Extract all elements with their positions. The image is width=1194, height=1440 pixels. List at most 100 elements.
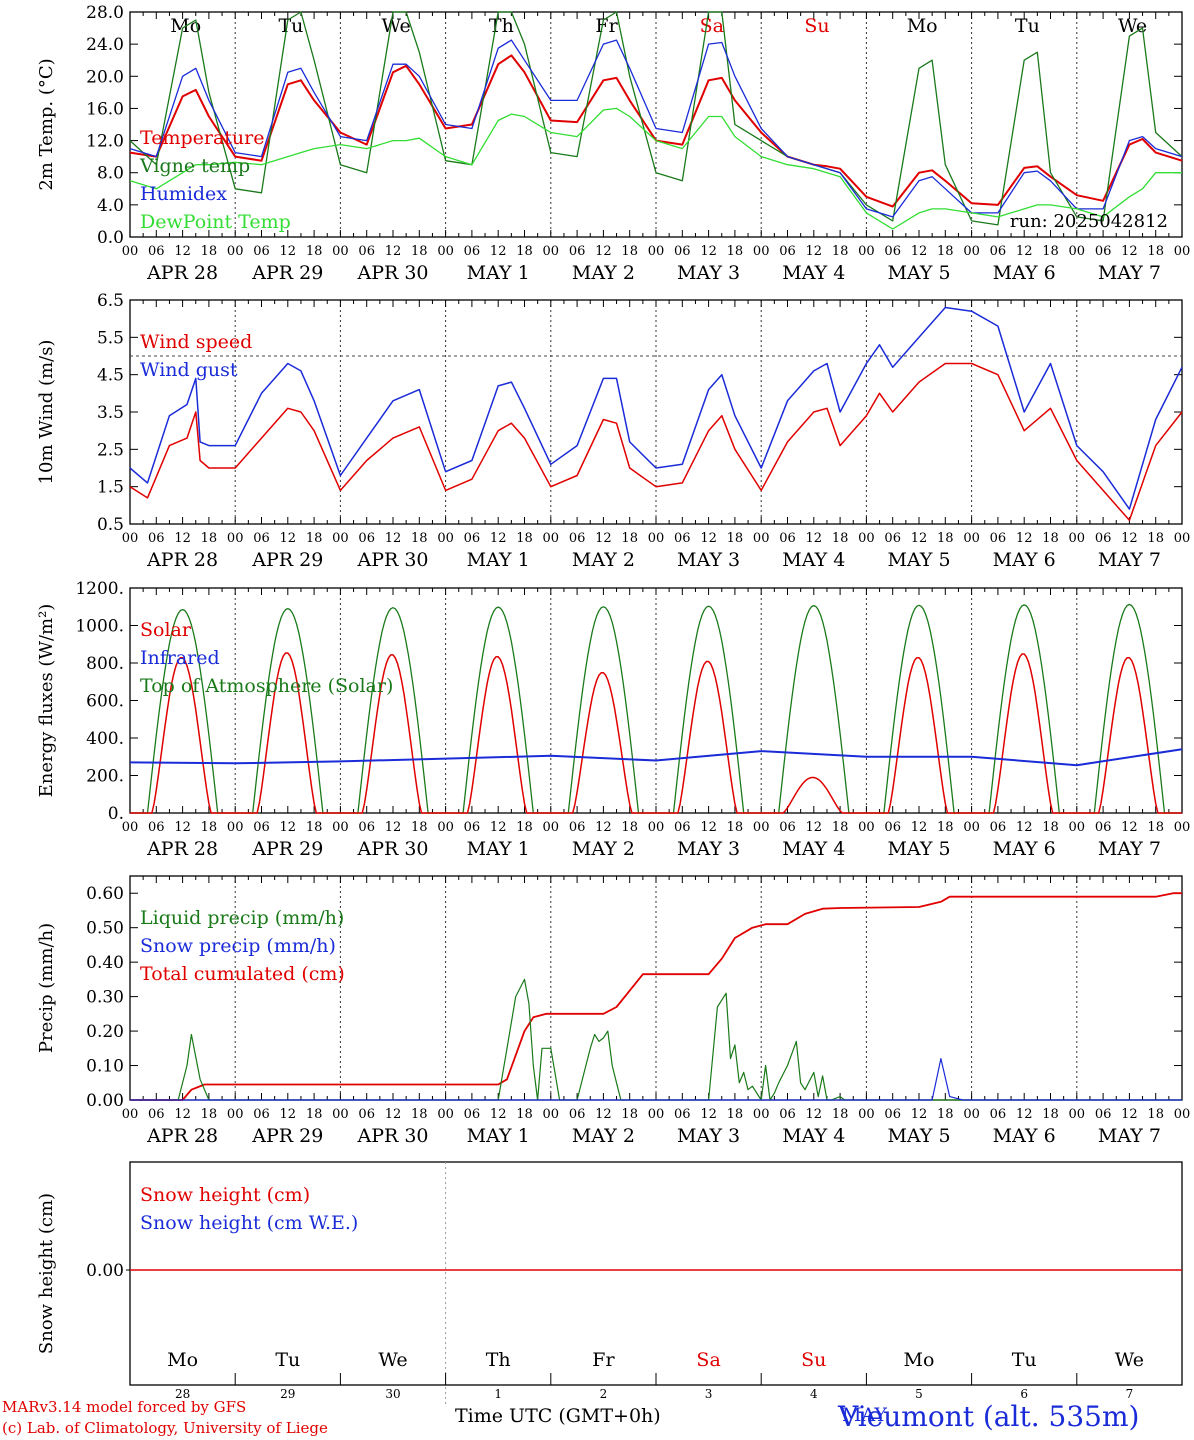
temperature-date-label: APR 29 — [251, 262, 323, 284]
month-label: MAY — [842, 1404, 887, 1426]
temperature-legend-2: Humidex — [140, 183, 227, 205]
temperature-date-label: MAY 4 — [782, 262, 845, 284]
x-axis-title: Time UTC (GMT+0h) — [455, 1405, 661, 1427]
energy-legend-2: Top of Atmosphere (Solar) — [140, 675, 393, 697]
energy-hour-label: 00 — [122, 820, 139, 835]
precip-hour-label: 18 — [937, 1107, 954, 1122]
energy-hour-label: 12 — [595, 820, 612, 835]
wind-hour-label: 06 — [569, 531, 586, 546]
energy-date-label: APR 30 — [356, 838, 428, 860]
wind-hour-label: 12 — [490, 531, 507, 546]
temperature-date-label: MAY 2 — [572, 262, 635, 284]
temperature-hour-label: 06 — [358, 244, 375, 259]
energy-hour-label: 18 — [937, 820, 954, 835]
precip-ytick-label: 0.00 — [86, 1091, 124, 1111]
temperature-day-name: Tu — [278, 15, 303, 37]
energy-date-label: MAY 7 — [1098, 838, 1161, 860]
precip-hour-label: 00 — [963, 1107, 980, 1122]
temperature-hour-label: 12 — [595, 244, 612, 259]
station-title: Vieumont (alt. 535m) — [838, 1400, 1140, 1433]
precip-hour-label: 00 — [1069, 1107, 1086, 1122]
energy-hour-label: 00 — [543, 820, 560, 835]
wind-hour-label: 06 — [674, 531, 691, 546]
run-annotation: run: 2025042812 — [1010, 211, 1168, 232]
precip-date-label: APR 30 — [356, 1125, 428, 1147]
energy-hour-label: 12 — [280, 820, 297, 835]
energy-hour-label: 12 — [174, 820, 191, 835]
temperature-ytick-label: 28.0 — [86, 3, 124, 23]
energy-date-label: MAY 1 — [467, 838, 530, 860]
wind-hour-label: 12 — [1121, 531, 1138, 546]
energy-ytick-label: 400. — [86, 729, 124, 749]
wind-hour-label: 00 — [753, 531, 770, 546]
wind-series-1 — [129, 306, 1183, 510]
snow-day-name: Su — [801, 1349, 826, 1371]
energy-hour-label: 00 — [648, 820, 665, 835]
temperature-hour-label: 00 — [858, 244, 875, 259]
energy-ytick-label: 200. — [86, 767, 124, 787]
precip-date-label: APR 29 — [251, 1125, 323, 1147]
temperature-date-label: MAY 6 — [993, 262, 1056, 284]
energy-hour-label: 18 — [411, 820, 428, 835]
precip-hour-label: 00 — [543, 1107, 560, 1122]
wind-hour-label: 06 — [253, 531, 270, 546]
precip-hour-label: 12 — [700, 1107, 717, 1122]
temperature-hour-label: 00 — [122, 244, 139, 259]
energy-hour-label: 00 — [963, 820, 980, 835]
precip-hour-label: 12 — [174, 1107, 191, 1122]
wind-date-label: MAY 4 — [782, 549, 845, 571]
snow-day-number: 30 — [385, 1387, 400, 1401]
wind-hour-label: 12 — [806, 531, 823, 546]
wind-hour-label: 18 — [411, 531, 428, 546]
temperature-series-1 — [129, 11, 1183, 226]
snow-legend-1: Snow height (cm W.E.) — [140, 1212, 358, 1234]
wind-hour-label: 00 — [963, 531, 980, 546]
energy-hour-label: 12 — [1016, 820, 1033, 835]
energy-hour-label: 06 — [674, 820, 691, 835]
energy-hour-label: 00 — [858, 820, 875, 835]
wind-hour-label: 18 — [832, 531, 849, 546]
temperature-hour-label: 12 — [280, 244, 297, 259]
snow-day-number: 1 — [494, 1387, 502, 1401]
energy-hour-label: 00 — [753, 820, 770, 835]
snow-day-name: Mo — [904, 1349, 935, 1371]
wind-hour-label: 06 — [990, 531, 1007, 546]
precip-hour-label: 12 — [595, 1107, 612, 1122]
wind-hour-label: 18 — [201, 531, 218, 546]
energy-hour-label: 18 — [621, 820, 638, 835]
precip-date-label: APR 28 — [146, 1125, 218, 1147]
energy-hour-label: 06 — [148, 820, 165, 835]
temperature-hour-label: 00 — [1174, 244, 1191, 259]
energy-hour-label: 12 — [490, 820, 507, 835]
wind-hour-label: 12 — [1016, 531, 1033, 546]
temperature-hour-label: 06 — [464, 244, 481, 259]
energy-hour-label: 00 — [227, 820, 244, 835]
energy-hour-label: 12 — [700, 820, 717, 835]
energy-date-label: MAY 2 — [572, 838, 635, 860]
wind-hour-label: 06 — [148, 531, 165, 546]
snow-day-name: Fr — [592, 1349, 615, 1371]
temperature-hour-label: 12 — [911, 244, 928, 259]
wind-hour-label: 18 — [516, 531, 533, 546]
precip-hour-label: 18 — [306, 1107, 323, 1122]
energy-hour-label: 12 — [911, 820, 928, 835]
wind-hour-label: 12 — [174, 531, 191, 546]
energy-hour-label: 00 — [1069, 820, 1086, 835]
wind-hour-label: 18 — [621, 531, 638, 546]
energy-hour-label: 06 — [1095, 820, 1112, 835]
wind-hour-label: 00 — [648, 531, 665, 546]
energy-ytick-label: 1000. — [75, 617, 124, 637]
temperature-hour-label: 12 — [700, 244, 717, 259]
energy-ytick-label: 600. — [86, 692, 124, 712]
wind-ytick-label: 2.5 — [97, 440, 124, 460]
temperature-ytick-label: 0.0 — [97, 228, 124, 248]
snow-day-name: We — [378, 1349, 407, 1371]
energy-ytick-label: 800. — [86, 654, 124, 674]
precip-date-label: MAY 6 — [993, 1125, 1056, 1147]
precip-date-label: MAY 1 — [467, 1125, 530, 1147]
snow-day-name: Tu — [275, 1349, 300, 1371]
temperature-ytick-label: 12.0 — [86, 132, 124, 152]
temperature-date-label: MAY 7 — [1098, 262, 1161, 284]
precip-hour-label: 06 — [884, 1107, 901, 1122]
